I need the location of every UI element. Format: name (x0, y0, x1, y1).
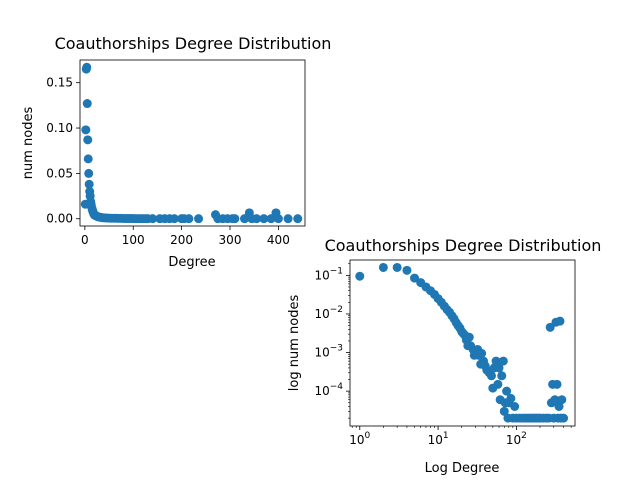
chart1-point (259, 214, 269, 224)
chart2-y-tick-label: 10−3 (314, 344, 343, 360)
chart2-x-tick-label: 101 (428, 431, 449, 447)
chart2-y-tick-label: 10−1 (314, 266, 343, 282)
chart2-point (502, 386, 512, 396)
chart2-point (464, 332, 474, 342)
chart2-title: Coauthorships Degree Distribution (325, 236, 602, 255)
chart1-point (83, 135, 93, 145)
chart2-points (355, 262, 569, 423)
degree-distribution-loglog-chart: Coauthorships Degree Distribution 100 101… (287, 236, 601, 476)
chart2-point (494, 363, 504, 373)
chart2-point (557, 395, 567, 405)
chart2-point (545, 322, 555, 332)
chart2-point (497, 371, 507, 381)
chart2-point (392, 262, 402, 272)
chart1-point (84, 168, 94, 178)
chart2-point (559, 413, 569, 423)
chart1-point (84, 179, 94, 189)
chart1-point (169, 214, 179, 224)
chart2-point (378, 262, 388, 272)
chart2-x-label: Log Degree (425, 461, 500, 476)
degree-distribution-linear-chart: Coauthorships Degree Distribution 0 100 20… (21, 34, 331, 270)
chart1-point (184, 214, 194, 224)
chart2-point (554, 402, 564, 411)
chart2-point (402, 265, 412, 275)
chart2-x-tick-label: 102 (506, 431, 527, 447)
chart2-point (555, 316, 565, 326)
chart2-point (550, 395, 560, 405)
chart2-point (498, 356, 508, 366)
chart1-point (82, 99, 92, 109)
chart2-point (552, 379, 562, 389)
chart1-point (83, 154, 93, 164)
chart1-x-tick-label: 400 (267, 233, 290, 247)
chart1-y-ticks: 0.00 0.05 0.10 0.15 (46, 76, 80, 226)
chart1-point (293, 214, 303, 224)
chart1-x-label: Degree (168, 255, 215, 270)
chart1-y-tick-label: 0.00 (46, 212, 73, 226)
chart1-point (81, 125, 91, 135)
chart1-point (252, 214, 262, 224)
chart1-y-label: num nodes (21, 107, 36, 180)
chart2-point (506, 393, 516, 403)
chart1-title: Coauthorships Degree Distribution (55, 34, 332, 53)
chart1-x-ticks: 0 100 200 300 400 (81, 226, 290, 247)
chart1-point (230, 214, 240, 224)
chart2-point (491, 356, 501, 366)
chart2-y-tick-label: 10−4 (314, 382, 343, 398)
chart2-point (410, 273, 420, 283)
chart1-points (80, 62, 303, 224)
chart2-axes-frame (349, 259, 576, 427)
chart2-point (493, 379, 503, 389)
chart2-point (499, 406, 509, 416)
chart1-point (273, 214, 283, 224)
chart1-point (194, 214, 204, 224)
chart2-y-tick-label: 10−2 (314, 305, 343, 321)
chart2-y-ticks: 10−4 10−3 10−2 10−1 (314, 263, 350, 419)
chart1-x-tick-label: 300 (219, 233, 242, 247)
chart1-axes-frame (79, 59, 306, 227)
chart2-point (486, 371, 496, 381)
chart1-x-tick-label: 200 (170, 233, 193, 247)
chart2-point (477, 348, 487, 358)
chart1-point (283, 214, 293, 224)
chart2-y-label: log num nodes (287, 295, 302, 392)
chart1-x-tick-label: 0 (81, 233, 89, 247)
chart2-point (510, 402, 520, 411)
chart2-point (355, 271, 365, 281)
chart2-x-ticks: 100 101 102 (349, 426, 572, 447)
chart1-point (82, 62, 92, 72)
chart1-x-tick-label: 100 (122, 233, 145, 247)
chart1-y-tick-label: 0.05 (46, 166, 73, 180)
chart1-y-tick-label: 0.10 (46, 121, 73, 135)
chart2-x-tick-label: 100 (349, 431, 370, 447)
chart1-y-tick-label: 0.15 (46, 76, 73, 90)
chart1-point (148, 214, 158, 224)
